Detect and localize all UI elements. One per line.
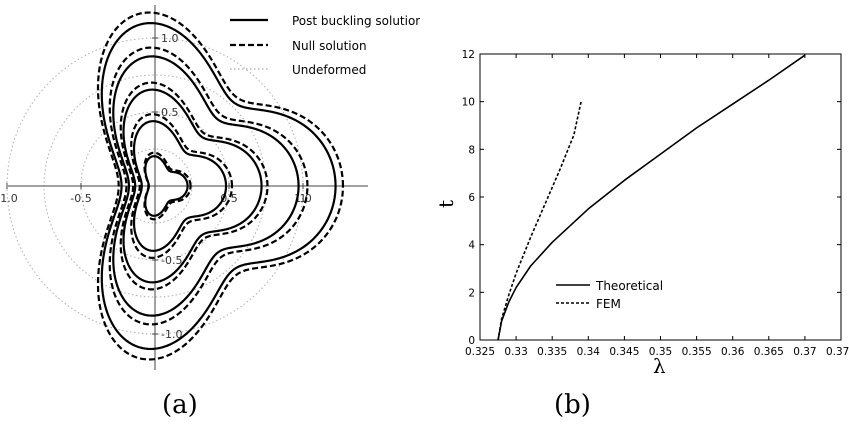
x-axis-label: λ — [653, 354, 666, 378]
y-tick-label-1: 0.5 — [161, 106, 179, 119]
legend-fem-label: FEM — [596, 297, 621, 311]
caption-a: (a) — [162, 390, 198, 420]
b-y-tick-label-0: 0 — [468, 335, 475, 347]
b-x-tick-label-1: 0.33 — [504, 346, 527, 358]
null-solution-curve-5 — [143, 151, 192, 221]
series-theoretical-line — [497, 54, 806, 341]
x-tick-label-0: -1.0 — [0, 192, 18, 205]
b-x-tick-label-6: 0.355 — [682, 346, 712, 358]
b-y-tick-label-4: 8 — [468, 144, 475, 156]
b-x-tick-label-9: 0.37 — [793, 346, 816, 358]
b-x-tick-label-0: 0.325 — [465, 346, 495, 358]
post-buckling-curve-1 — [132, 120, 228, 252]
null-solution-curve-8 — [108, 46, 309, 326]
b-y-tick-label-3: 6 — [468, 192, 475, 204]
post-buckling-curve-2 — [122, 88, 263, 284]
b-x-tick-label-10: 0.375 — [826, 346, 849, 358]
null-solution-curve-7 — [119, 81, 269, 291]
b-y-tick-label-2: 4 — [468, 240, 475, 252]
x-tick-label-3: 1 — [300, 192, 307, 205]
plot-frame — [479, 53, 842, 341]
panel-a-contour-plot: -1.0-0.50.511.01.00.5-0.5-1.0 Post buckl… — [0, 5, 420, 370]
y-tick-label-3: -1.0 — [161, 328, 182, 341]
y-tick-label-2: -0.5 — [161, 254, 182, 267]
b-x-tick-label-7: 0.36 — [721, 346, 745, 358]
b-x-tick-label-5: 0.35 — [649, 346, 672, 358]
legend-null-solution-label: Null solution — [292, 39, 367, 53]
legend-theoretical-label: Theoretical — [595, 279, 663, 293]
b-x-tick-label-4: 0.345 — [609, 346, 639, 358]
null-solution-curve-6 — [130, 113, 234, 259]
panel-b-ticks: 0.325 0.33 0.335 0.34 0.345 0.35 0.355 0.36 0.36… — [462, 49, 849, 358]
panel-a-legend: Post buckling solution Null solution Und… — [230, 14, 420, 77]
post-buckling-curve-3 — [112, 55, 300, 317]
panel-a-curves — [96, 11, 345, 361]
panel-b-line-chart: 0.325 0.33 0.335 0.34 0.345 0.35 0.355 0.36 0.36… — [434, 49, 849, 378]
b-x-tick-label-2: 0.335 — [537, 346, 567, 358]
b-y-tick-label-5: 10 — [462, 97, 475, 109]
b-x-tick-label-3: 0.34 — [577, 346, 601, 358]
panel-b-series — [497, 54, 806, 341]
x-tick-label-1: -0.5 — [70, 192, 91, 205]
panel-b-legend: Theoretical FEM — [556, 279, 663, 311]
y-tick-label-0: 1.0 — [161, 32, 179, 45]
b-y-tick-label-6: 12 — [462, 49, 475, 61]
caption-b: (b) — [554, 390, 591, 420]
panel-a-ticks: -1.0-0.50.511.01.00.5-0.5-1.0 — [0, 32, 312, 341]
b-x-tick-label-8: 0.365 — [754, 346, 784, 358]
series-fem-line — [497, 101, 582, 341]
b-y-tick-label-1: 2 — [468, 287, 475, 299]
null-solution-curve-9 — [96, 11, 345, 361]
y-axis-label: t — [434, 200, 458, 208]
post-buckling-curve-4 — [100, 21, 337, 351]
legend-undeformed-label: Undeformed — [292, 63, 366, 77]
legend-post-buckling-label: Post buckling solution — [292, 14, 420, 28]
